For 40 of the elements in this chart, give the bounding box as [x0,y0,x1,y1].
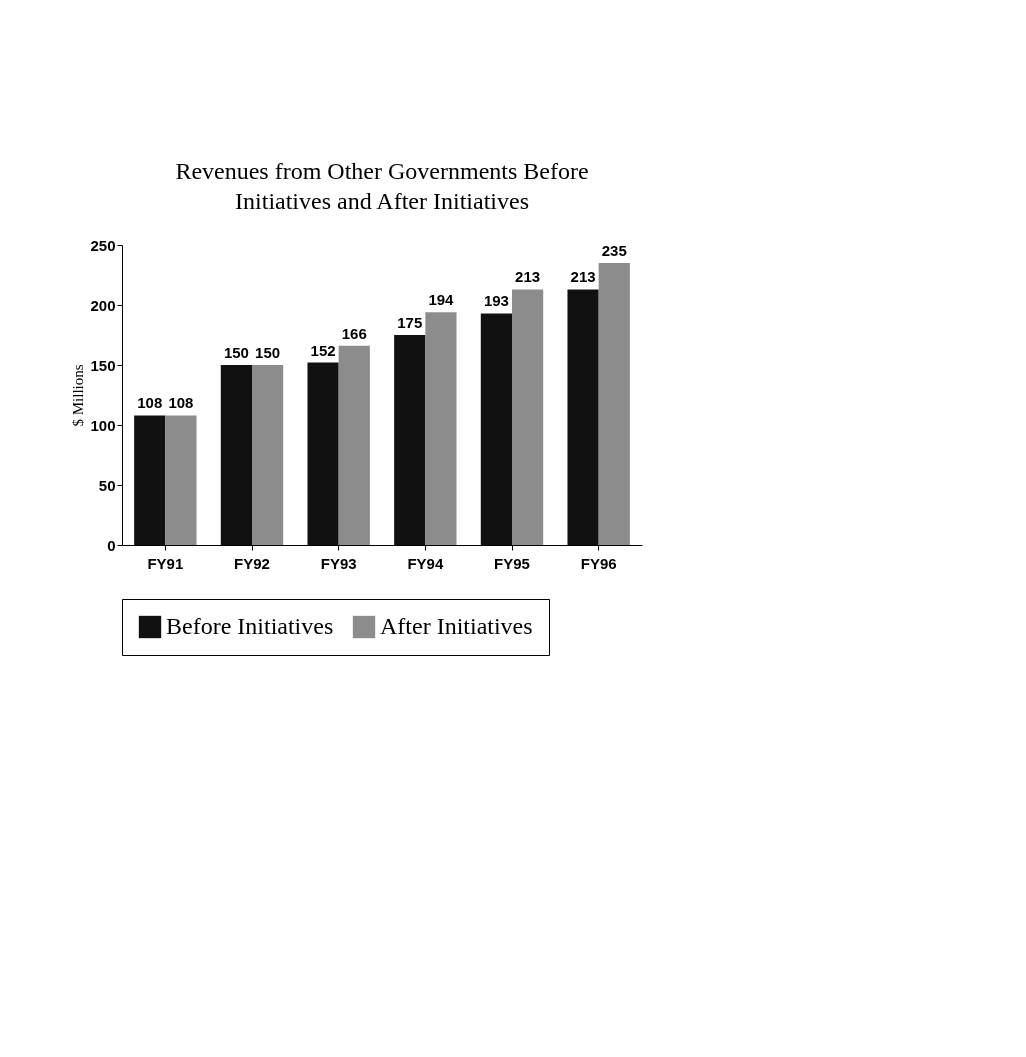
x-tick-label: FY94 [407,554,444,572]
data-label: 175 [397,314,423,331]
bar [220,365,252,545]
bar [338,345,370,545]
data-label: 166 [341,324,367,342]
y-tick-label: 50 [98,476,116,494]
y-tick-label: 250 [90,236,116,254]
legend-label: After Initiatives [380,613,533,639]
data-label: 150 [223,344,249,361]
y-axis-title: $ Millions [70,364,87,427]
data-label: 235 [601,242,627,259]
bar [567,289,599,545]
y-tick-label: 150 [90,356,116,374]
bar [307,362,339,545]
x-tick-label: FY96 [580,554,617,572]
x-tick-label: FY95 [494,554,530,572]
data-label: 108 [168,394,194,412]
y-tick-label: 0 [107,536,116,554]
bar [512,289,544,545]
data-label: 108 [137,394,163,412]
data-label: 194 [428,291,455,309]
legend-label: Before Initiatives [166,613,334,639]
bar [425,312,457,545]
y-tick-label: 200 [90,296,116,314]
data-label: 152 [310,341,336,359]
bar [165,415,197,545]
bar [480,313,512,545]
x-tick-label: FY91 [147,554,184,572]
bar [252,365,284,545]
data-label: 213 [570,268,596,286]
bar [598,263,630,545]
data-label: 213 [515,268,541,286]
bar [394,335,426,545]
x-tick-label: FY92 [234,554,270,572]
data-label: 150 [255,344,281,361]
data-label: 193 [483,292,509,310]
bar [134,415,166,545]
x-tick-label: FY93 [320,554,357,572]
y-tick-label: 100 [90,416,116,434]
chart-title: Revenues from Other Governments Before Initiatives and After Initiatives [175,158,589,214]
